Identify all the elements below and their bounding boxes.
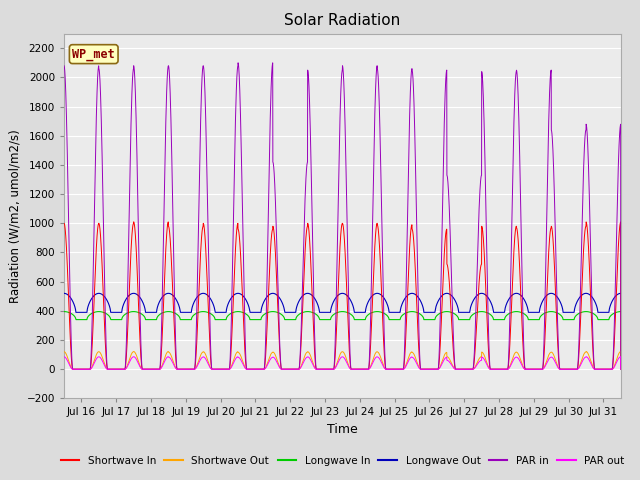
Y-axis label: Radiation (W/m2, umol/m2/s): Radiation (W/m2, umol/m2/s) [8,129,21,303]
Title: Solar Radiation: Solar Radiation [284,13,401,28]
X-axis label: Time: Time [327,423,358,436]
Legend: Shortwave In, Shortwave Out, Longwave In, Longwave Out, PAR in, PAR out: Shortwave In, Shortwave Out, Longwave In… [56,452,628,470]
Text: WP_met: WP_met [72,48,115,60]
